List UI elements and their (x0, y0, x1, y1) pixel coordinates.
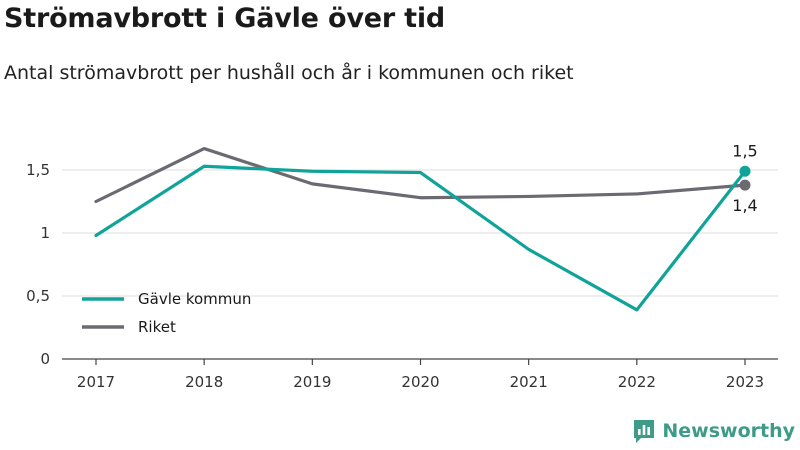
x-tick-label: 2022 (618, 373, 656, 391)
y-tick-label: 0,5 (26, 287, 50, 305)
series-line-riket (94, 146, 747, 204)
end-point-riket (739, 179, 751, 191)
newsworthy-logo-icon (634, 420, 655, 443)
series-line-gavle-kommun (94, 164, 747, 312)
y-tick-label: 0 (40, 350, 50, 368)
x-tick-label: 2019 (293, 373, 331, 391)
chart-subtitle: Antal strömavbrott per hushåll och år i … (4, 62, 574, 84)
data-label-gavle-kommun: 1,5 (732, 141, 757, 160)
end-point-gavle-kommun (739, 165, 751, 177)
x-tick-label: 2023 (726, 373, 764, 391)
legend-label: Gävle kommun (138, 290, 251, 308)
y-tick-label: 1 (40, 224, 50, 242)
x-tick-label: 2018 (185, 373, 223, 391)
brand-logo: Newsworthy (632, 418, 795, 444)
legend-label: Riket (138, 318, 176, 336)
brand-name: Newsworthy (662, 420, 795, 442)
data-label-riket: 1,4 (732, 196, 757, 215)
x-tick-label: 2020 (401, 373, 439, 391)
y-tick-label: 1,5 (26, 161, 50, 179)
chart-title: Strömavbrott i Gävle över tid (4, 3, 446, 34)
x-tick-label: 2017 (77, 373, 115, 391)
x-tick-label: 2021 (510, 373, 548, 391)
